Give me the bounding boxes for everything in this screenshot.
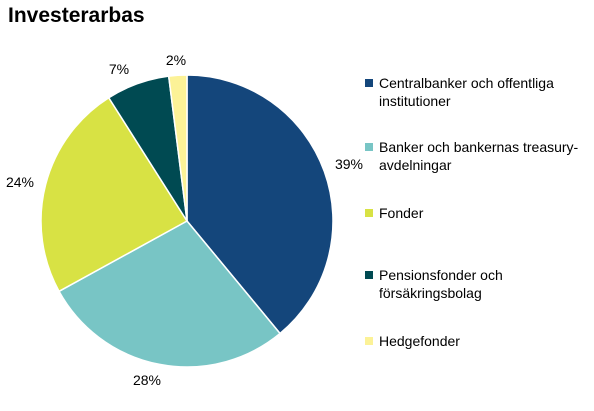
legend-label-centralbanker: Centralbanker och offentliga institution… bbox=[379, 75, 554, 109]
legend-label-hedgefonder: Hedgefonder bbox=[379, 333, 460, 349]
legend-swatch-fonder bbox=[365, 209, 373, 217]
legend-item-pensionsfonder: Pensionsfonder och försäkringsbolag bbox=[365, 266, 503, 302]
pie-slice-banker bbox=[58, 220, 282, 368]
pie-slice-hedgefonder bbox=[167, 74, 188, 222]
legend-swatch-pensionsfonder bbox=[365, 271, 373, 279]
legend-item-hedgefonder: Hedgefonder bbox=[365, 332, 460, 350]
legend-swatch-centralbanker bbox=[365, 79, 373, 87]
data-label-centralbanker: 39% bbox=[335, 156, 363, 172]
chart-title: Investerarbas bbox=[8, 4, 145, 27]
pie-slice-fonder bbox=[40, 96, 189, 293]
legend-item-fonder: Fonder bbox=[365, 204, 423, 222]
data-label-hedgefonder: 2% bbox=[166, 52, 186, 68]
legend-label-fonder: Fonder bbox=[379, 205, 424, 221]
data-label-banker: 28% bbox=[133, 372, 161, 388]
legend-label-pensionsfonder: Pensionsfonder och försäkringsbolag bbox=[379, 267, 503, 301]
legend-item-banker: Banker och bankernas treasury- avdelning… bbox=[365, 138, 578, 174]
legend-item-centralbanker: Centralbanker och offentliga institution… bbox=[365, 74, 554, 110]
pie-slice-centralbanker bbox=[186, 74, 334, 335]
legend-swatch-hedgefonder bbox=[365, 337, 373, 345]
data-label-fonder: 24% bbox=[6, 174, 34, 190]
legend-label-banker: Banker och bankernas treasury- avdelning… bbox=[379, 139, 579, 173]
legend-swatch-banker bbox=[365, 143, 373, 151]
data-label-pensionsfonder: 7% bbox=[109, 61, 129, 77]
